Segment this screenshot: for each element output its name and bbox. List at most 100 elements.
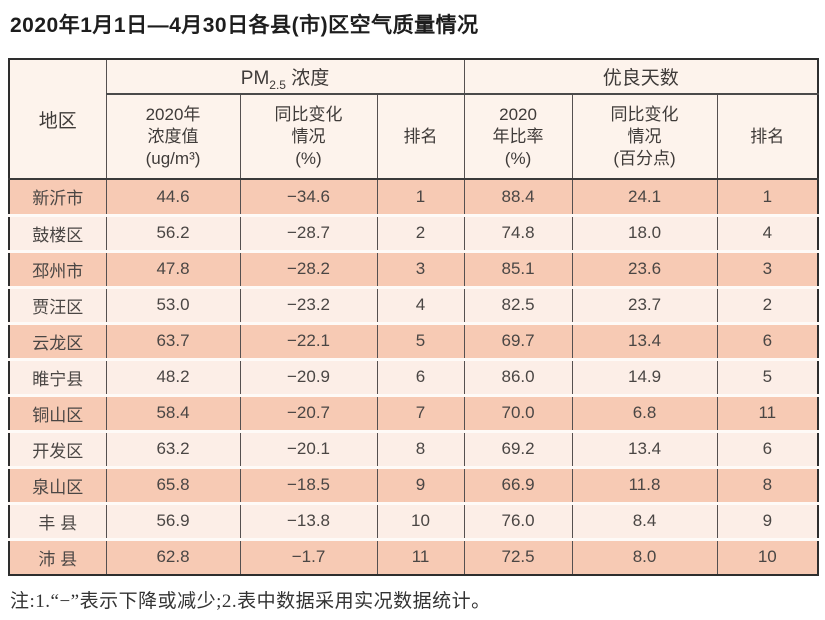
cell-good-change: 24.1 xyxy=(571,179,718,215)
table-row: 云龙区 63.7 −22.1 5 69.7 13.4 6 xyxy=(8,321,819,359)
cell-good-rate: 82.5 xyxy=(463,285,573,323)
cell-good-change: 14.9 xyxy=(571,357,718,395)
cell-good-change: 8.0 xyxy=(571,537,718,575)
table-row: 丰 县 56.9 −13.8 10 76.0 8.4 9 xyxy=(8,501,819,539)
pm25-label-prefix: PM xyxy=(240,68,270,89)
cell-pm-value: 44.6 xyxy=(105,179,240,215)
cell-good-rate: 69.7 xyxy=(463,321,573,359)
cell-good-rank: 8 xyxy=(716,465,819,503)
cell-good-rate: 85.1 xyxy=(463,249,573,287)
cell-region: 沛 县 xyxy=(8,537,106,575)
cell-pm-rank: 11 xyxy=(376,537,465,575)
cell-pm-value: 63.2 xyxy=(105,429,240,467)
cell-good-rate: 69.2 xyxy=(463,429,573,467)
cell-good-change: 13.4 xyxy=(571,429,718,467)
table-row: 沛 县 62.8 −1.7 11 72.5 8.0 10 xyxy=(8,537,819,575)
table-header: 地区 PM2.5 浓度 优良天数 2020年 浓度值 (ug/m³) 同比变化 … xyxy=(8,59,819,180)
footnote: 注:1.“−”表示下降或减少;2.表中数据采用实况数据统计。 xyxy=(10,591,491,612)
header-group-row: 地区 PM2.5 浓度 优良天数 xyxy=(8,59,819,180)
cell-pm-rank: 8 xyxy=(376,429,465,467)
cell-good-rank: 1 xyxy=(716,179,819,215)
table-row: 鼓楼区 56.2 −28.7 2 74.8 18.0 4 xyxy=(8,213,819,251)
cell-good-change: 23.6 xyxy=(571,249,718,287)
cell-good-rank: 3 xyxy=(716,249,819,287)
col-header-good-rate: 2020 年比率 (%) xyxy=(463,94,573,180)
cell-pm-change: −20.7 xyxy=(239,393,377,431)
page-title: 2020年1月1日—4月30日各县(市)区空气质量情况 xyxy=(10,14,479,37)
table-row: 睢宁县 48.2 −20.9 6 86.0 14.9 5 xyxy=(8,357,819,395)
cell-pm-change: −20.9 xyxy=(239,357,377,395)
cell-pm-value: 53.0 xyxy=(105,285,240,323)
pm25-label-suffix: 浓度 xyxy=(285,68,330,89)
cell-good-rate: 86.0 xyxy=(463,357,573,395)
cell-pm-value: 58.4 xyxy=(105,393,240,431)
table-body: 新沂市 44.6 −34.6 1 88.4 24.1 1 鼓楼区 56.2 −28.7 2 74.8… xyxy=(8,179,819,575)
cell-pm-change: −13.8 xyxy=(239,501,377,539)
cell-pm-change: −22.1 xyxy=(239,321,377,359)
header-sub-row: 2020年 浓度值 (ug/m³) 同比变化 情况 (%) 排名 2020 年比… xyxy=(9,94,819,180)
cell-good-rate: 74.8 xyxy=(463,213,573,251)
cell-good-rate: 66.9 xyxy=(463,465,573,503)
cell-region: 贾汪区 xyxy=(8,285,106,323)
cell-good-rate: 88.4 xyxy=(463,179,573,215)
cell-good-rate: 70.0 xyxy=(463,393,573,431)
cell-region: 丰 县 xyxy=(8,501,106,539)
col-header-pm-value: 2020年 浓度值 (ug/m³) xyxy=(105,94,240,180)
cell-region: 新沂市 xyxy=(8,179,106,215)
cell-good-rank: 11 xyxy=(716,393,819,431)
cell-pm-rank: 9 xyxy=(376,465,465,503)
cell-region: 云龙区 xyxy=(8,321,106,359)
col-group-good-days: 优良天数 xyxy=(463,59,819,95)
cell-good-change: 6.8 xyxy=(571,393,718,431)
cell-good-rank: 10 xyxy=(716,537,819,575)
cell-pm-value: 47.8 xyxy=(105,249,240,287)
cell-good-rank: 2 xyxy=(716,285,819,323)
cell-good-change: 18.0 xyxy=(571,213,718,251)
col-header-region: 地区 xyxy=(8,59,106,180)
cell-pm-rank: 1 xyxy=(376,179,465,215)
cell-pm-value: 56.2 xyxy=(105,213,240,251)
cell-pm-change: −28.2 xyxy=(239,249,377,287)
cell-pm-change: −18.5 xyxy=(239,465,377,503)
cell-region: 邳州市 xyxy=(8,249,106,287)
cell-pm-rank: 5 xyxy=(376,321,465,359)
cell-pm-rank: 3 xyxy=(376,249,465,287)
cell-good-rank: 6 xyxy=(716,321,819,359)
table-row: 泉山区 65.8 −18.5 9 66.9 11.8 8 xyxy=(8,465,819,503)
cell-pm-rank: 7 xyxy=(376,393,465,431)
table-row: 铜山区 58.4 −20.7 7 70.0 6.8 11 xyxy=(8,393,819,431)
cell-pm-change: −23.2 xyxy=(239,285,377,323)
cell-pm-value: 65.8 xyxy=(105,465,240,503)
table-row: 贾汪区 53.0 −23.2 4 82.5 23.7 2 xyxy=(8,285,819,323)
table-row: 邳州市 47.8 −28.2 3 85.1 23.6 3 xyxy=(8,249,819,287)
cell-region: 睢宁县 xyxy=(8,357,106,395)
cell-good-rate: 72.5 xyxy=(463,537,573,575)
cell-pm-rank: 2 xyxy=(376,213,465,251)
col-header-good-change: 同比变化 情况 (百分点) xyxy=(571,94,718,180)
cell-good-rank: 9 xyxy=(716,501,819,539)
cell-region: 铜山区 xyxy=(8,393,106,431)
table-row: 新沂市 44.6 −34.6 1 88.4 24.1 1 xyxy=(8,179,819,215)
col-header-pm-rank: 排名 xyxy=(376,94,465,180)
cell-region: 泉山区 xyxy=(8,465,106,503)
cell-pm-change: −34.6 xyxy=(239,179,377,215)
cell-pm-change: −28.7 xyxy=(239,213,377,251)
cell-pm-value: 56.9 xyxy=(105,501,240,539)
table-row: 开发区 63.2 −20.1 8 69.2 13.4 6 xyxy=(8,429,819,467)
cell-good-rank: 4 xyxy=(716,213,819,251)
col-header-good-rank: 排名 xyxy=(716,94,819,180)
cell-region: 开发区 xyxy=(8,429,106,467)
cell-pm-rank: 4 xyxy=(376,285,465,323)
cell-good-change: 23.7 xyxy=(571,285,718,323)
cell-good-change: 8.4 xyxy=(571,501,718,539)
cell-pm-value: 48.2 xyxy=(105,357,240,395)
cell-pm-value: 62.8 xyxy=(105,537,240,575)
cell-pm-change: −20.1 xyxy=(239,429,377,467)
air-quality-table: 地区 PM2.5 浓度 优良天数 2020年 浓度值 (ug/m³) 同比变化 … xyxy=(8,58,820,576)
cell-good-change: 11.8 xyxy=(571,465,718,503)
cell-good-change: 13.4 xyxy=(571,321,718,359)
col-header-pm-change: 同比变化 情况 (%) xyxy=(239,94,377,180)
cell-pm-rank: 10 xyxy=(376,501,465,539)
pm25-label-subscript: 2.5 xyxy=(269,77,286,92)
